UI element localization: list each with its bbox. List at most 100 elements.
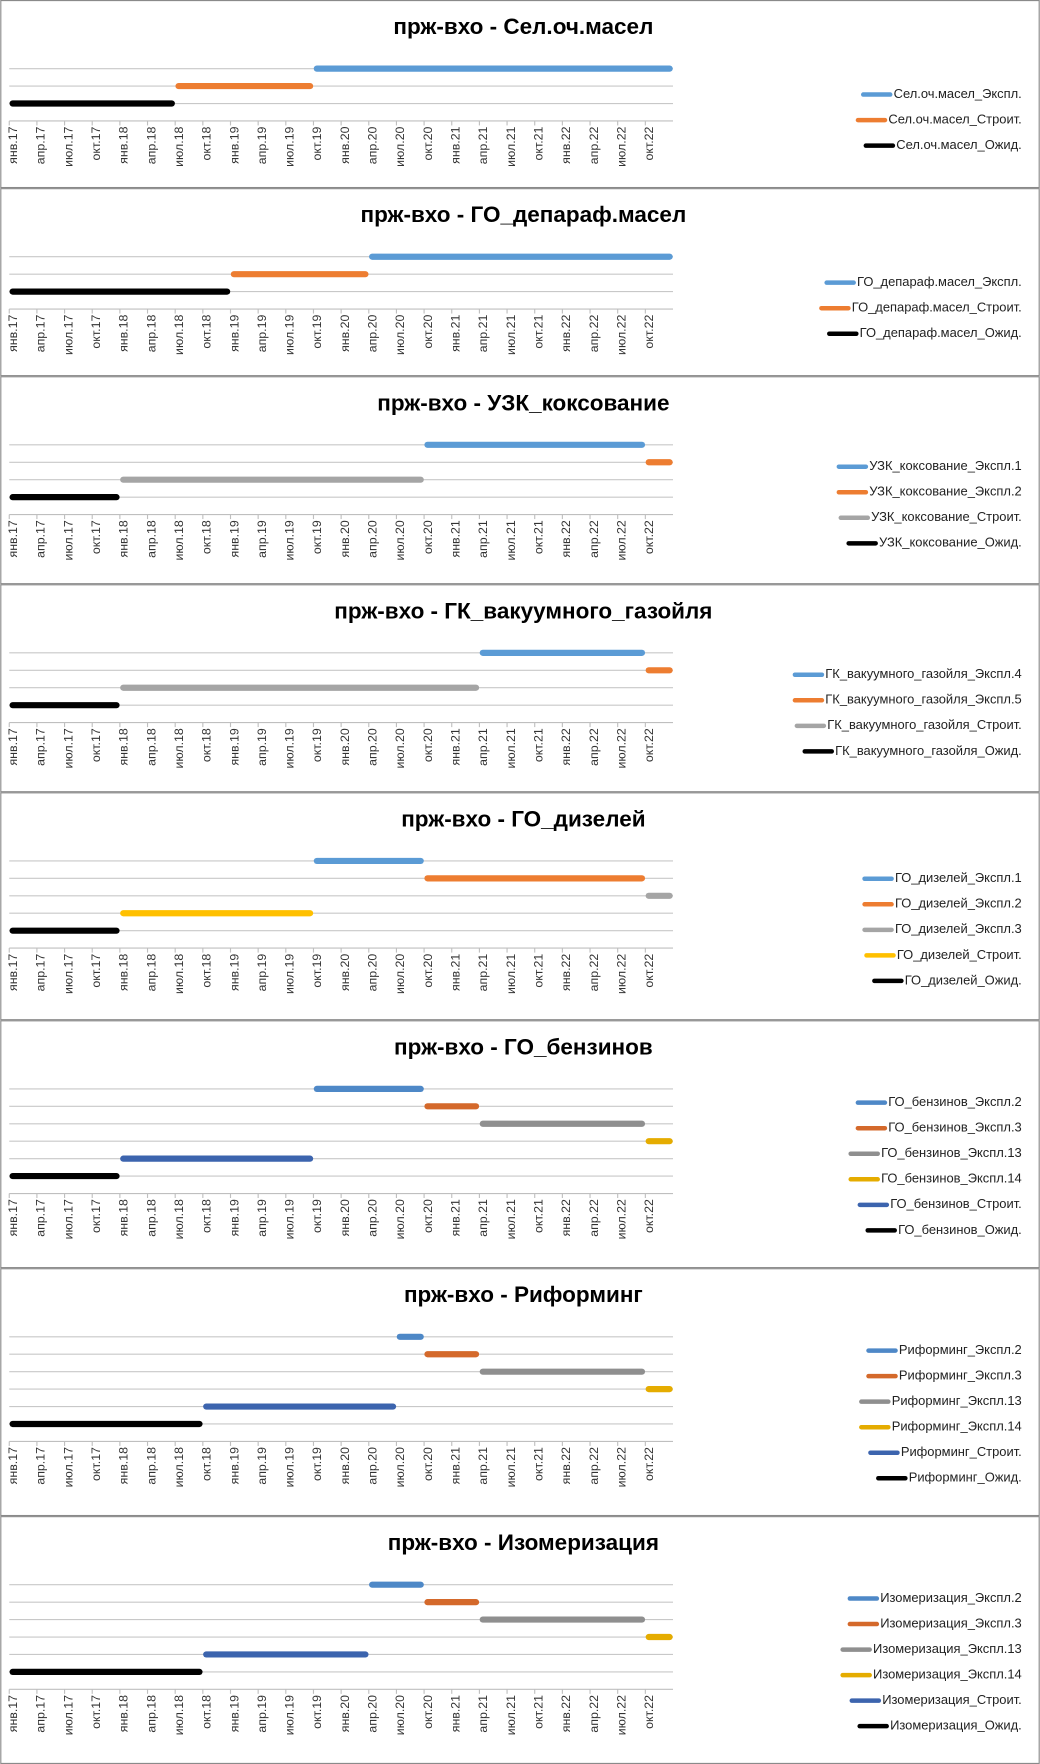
x-tick-label: янв.22 — [559, 728, 573, 765]
x-tick-label: июл.22 — [614, 1695, 628, 1735]
x-tick-label: апр.22 — [587, 1199, 601, 1237]
x-tick-label: июл.20 — [393, 1199, 407, 1239]
x-tick-label: янв.22 — [559, 126, 573, 163]
x-tick-label: апр.20 — [366, 126, 380, 164]
x-tick-label: янв.21 — [449, 1199, 463, 1236]
x-tick-label: окт.19 — [310, 1199, 324, 1233]
x-tick-label: янв.21 — [449, 728, 463, 765]
panel-border — [0, 1020, 1040, 1269]
x-tick-label: янв.19 — [227, 126, 241, 163]
x-tick-label: апр.22 — [587, 954, 601, 992]
x-tick-label: янв.17 — [6, 520, 20, 557]
x-tick-label: янв.19 — [227, 520, 241, 557]
chart-title: прж-вхо - Изомеризация — [388, 1530, 659, 1555]
x-tick-label: окт.20 — [421, 315, 435, 349]
x-tick-label: апр.19 — [255, 954, 269, 992]
x-tick-label: окт.18 — [200, 315, 214, 349]
x-tick-label: июл.18 — [172, 520, 186, 560]
x-tick-label: июл.17 — [61, 1447, 75, 1487]
panel-border — [0, 1268, 1040, 1517]
x-tick-label: янв.18 — [117, 126, 131, 163]
x-tick-label: апр.17 — [34, 315, 48, 353]
x-tick-label: июл.21 — [504, 1447, 518, 1487]
x-tick-label: июл.17 — [61, 315, 75, 355]
x-tick-label: июл.19 — [283, 1199, 297, 1239]
x-tick-label: янв.20 — [338, 1447, 352, 1484]
x-tick-label: окт.20 — [421, 954, 435, 988]
x-tick-label: апр.22 — [587, 520, 601, 558]
x-tick-label: окт.22 — [642, 728, 656, 762]
x-tick-label: окт.20 — [421, 728, 435, 762]
panel-border — [0, 1516, 1040, 1764]
chart-title: прж-вхо - ГО_бензинов — [394, 1034, 653, 1059]
x-tick-label: июл.17 — [61, 1695, 75, 1735]
x-tick-label: апр.17 — [34, 728, 48, 766]
x-tick-label: янв.17 — [6, 954, 20, 991]
x-tick-label: апр.21 — [476, 315, 490, 353]
x-tick-label: янв.20 — [338, 728, 352, 765]
x-tick-label: окт.21 — [531, 126, 545, 160]
x-tick-label: апр.22 — [587, 315, 601, 353]
x-tick-label: апр.17 — [34, 520, 48, 558]
legend-label: ГО_дизелей_Экспл.3 — [895, 921, 1022, 936]
x-tick-label: июл.19 — [283, 954, 297, 994]
x-tick-label: янв.18 — [117, 1199, 131, 1236]
chart-panel: прж-вхо - ГО_депараф.масел янв.17 апр.17 ию… — [0, 188, 1040, 377]
x-tick-label: апр.21 — [476, 728, 490, 766]
x-tick-label: янв.19 — [227, 1447, 241, 1484]
x-tick-label: окт.17 — [89, 954, 103, 988]
x-tick-label: июл.19 — [283, 728, 297, 768]
x-tick-label: июл.18 — [172, 315, 186, 355]
x-tick-label: окт.21 — [531, 728, 545, 762]
x-tick-label: янв.17 — [6, 126, 20, 163]
x-tick-label: янв.22 — [559, 954, 573, 991]
x-tick-label: июл.18 — [172, 1695, 186, 1735]
x-tick-label: апр.21 — [476, 126, 490, 164]
legend-label: Сел.оч.масел_Строит. — [888, 112, 1021, 127]
legend-label: УЗК_коксование_Экспл.2 — [869, 484, 1022, 499]
x-tick-label: окт.19 — [310, 1447, 324, 1481]
x-tick-label: янв.18 — [117, 1695, 131, 1732]
chart-title: прж-вхо - Риформинг — [404, 1282, 643, 1307]
legend-label: ГО_дизелей_Ожид. — [905, 972, 1022, 987]
legend-label: Риформинг_Строит. — [901, 1444, 1022, 1459]
x-tick-label: окт.21 — [531, 315, 545, 349]
x-tick-label: окт.21 — [531, 1447, 545, 1481]
x-tick-label: апр.17 — [34, 1447, 48, 1485]
x-tick-label: июл.20 — [393, 728, 407, 768]
x-tick-label: апр.18 — [144, 1447, 158, 1485]
x-tick-label: янв.20 — [338, 520, 352, 557]
x-tick-label: июл.20 — [393, 126, 407, 166]
x-tick-label: янв.22 — [559, 1447, 573, 1484]
x-tick-label: апр.20 — [366, 954, 380, 992]
chart-title: прж-вхо - ГК_вакуумного_газойля — [334, 598, 712, 623]
x-tick-label: янв.21 — [449, 126, 463, 163]
x-tick-label: июл.21 — [504, 520, 518, 560]
x-tick-label: апр.20 — [366, 1447, 380, 1485]
x-tick-label: янв.20 — [338, 315, 352, 352]
x-tick-label: окт.18 — [200, 1447, 214, 1481]
x-tick-label: янв.20 — [338, 1695, 352, 1732]
x-tick-label: янв.18 — [117, 315, 131, 352]
x-tick-label: окт.17 — [89, 1695, 103, 1729]
x-tick-label: июл.19 — [283, 1695, 297, 1735]
x-tick-label: янв.18 — [117, 728, 131, 765]
legend-label: Риформинг_Экспл.13 — [892, 1393, 1022, 1408]
x-tick-label: окт.22 — [642, 315, 656, 349]
x-tick-label: июл.21 — [504, 954, 518, 994]
x-tick-label: янв.17 — [6, 728, 20, 765]
x-tick-label: июл.18 — [172, 1199, 186, 1239]
x-tick-label: апр.21 — [476, 1199, 490, 1237]
x-tick-label: апр.18 — [144, 728, 158, 766]
x-tick-label: окт.18 — [200, 1695, 214, 1729]
x-tick-label: янв.17 — [6, 315, 20, 352]
x-tick-label: янв.22 — [559, 520, 573, 557]
x-tick-label: янв.21 — [449, 315, 463, 352]
legend-label: ГО_дизелей_Строит. — [897, 947, 1022, 962]
legend-label: ГО_бензинов_Экспл.3 — [888, 1120, 1021, 1135]
x-tick-label: окт.17 — [89, 315, 103, 349]
x-tick-label: окт.18 — [200, 126, 214, 160]
x-tick-label: янв.19 — [227, 1199, 241, 1236]
x-tick-label: окт.20 — [421, 520, 435, 554]
x-tick-label: июл.17 — [61, 520, 75, 560]
